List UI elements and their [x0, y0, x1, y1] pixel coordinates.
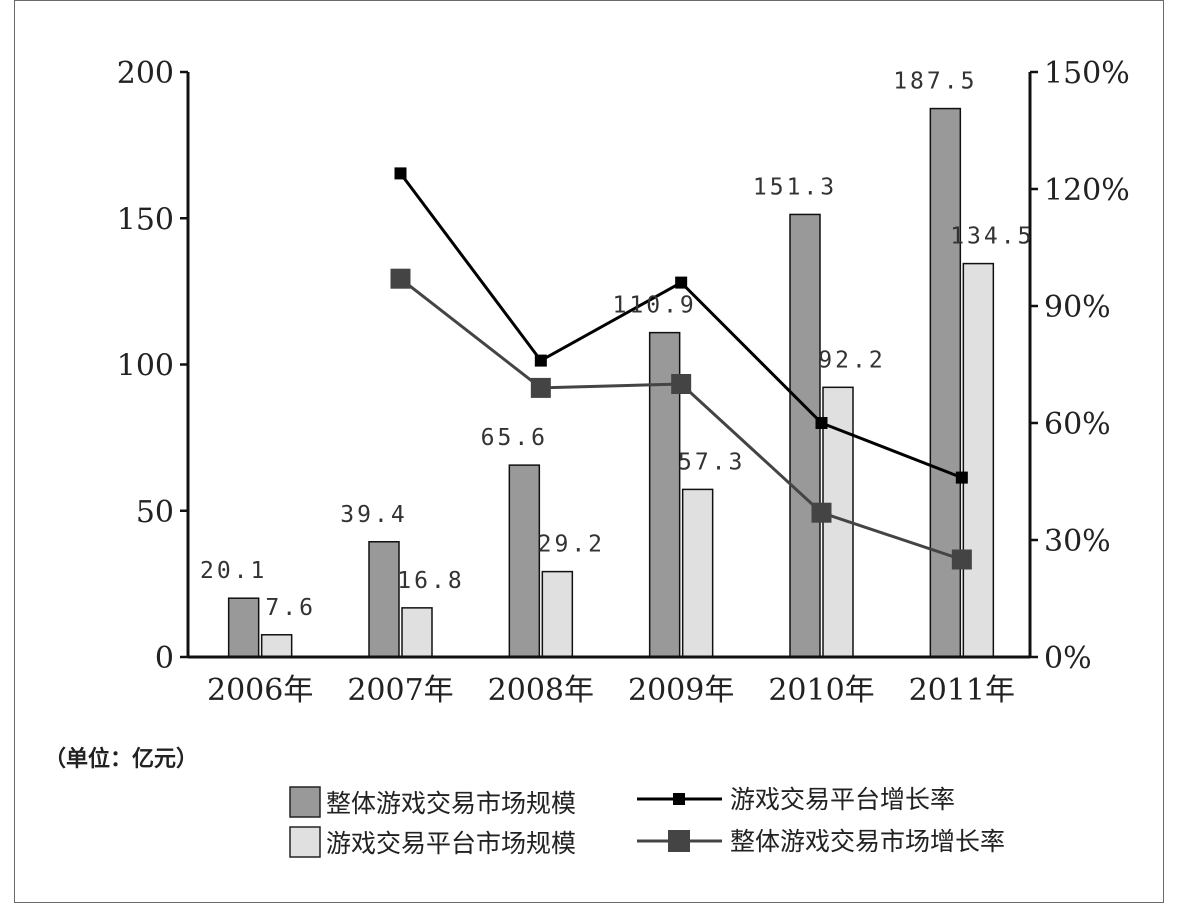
legend-marker-overall-growth — [668, 830, 690, 852]
line-marker-s1-4 — [951, 549, 972, 570]
bar-value-label-s0-0: 20.1 — [200, 558, 267, 584]
left-tick-label-1: 50 — [136, 495, 174, 530]
bar-s0-2 — [508, 464, 541, 658]
axes-layer: 0 50 100 150 200 0% 30% 60% 90% 120% 150% 2006年 2007… — [117, 56, 1130, 708]
bar-s1-1 — [401, 607, 433, 658]
legend-label-platform-size: 游戏交易平台市场规模 — [326, 829, 576, 858]
bar-value-label-s1-3: 57.3 — [678, 449, 745, 475]
right-tick-label-3: 90% — [1044, 290, 1111, 325]
bar-value-label-s1-0: 7.6 — [265, 595, 316, 621]
legend-label-overall-growth: 整体游戏交易市场增长率 — [730, 827, 1005, 856]
legend-marker-platform-growth — [673, 793, 685, 805]
bar-value-label-s0-5: 187.5 — [893, 69, 977, 95]
bar-s1-0 — [260, 634, 293, 658]
bar-value-label-s0-4: 151.3 — [753, 174, 837, 200]
bar-s0-0 — [227, 597, 260, 658]
line-series-1 — [399, 277, 963, 561]
right-tick-label-2: 60% — [1044, 407, 1111, 442]
bar-s0-5 — [929, 107, 962, 658]
legend-swatch-overall-size — [289, 786, 321, 818]
x-category-label-1: 2007年 — [347, 673, 453, 708]
x-category-label-0: 2006年 — [207, 673, 313, 708]
line-marker-s0-0 — [394, 167, 407, 180]
right-tick-label-4: 120% — [1044, 173, 1130, 208]
bar-s1-3 — [681, 488, 714, 658]
bar-value-label-s1-2: 29.2 — [538, 532, 605, 558]
line-marker-s1-2 — [671, 374, 692, 394]
bars-layer — [227, 107, 995, 658]
bar-value-label-s0-2: 65.6 — [481, 425, 548, 451]
x-category-label-3: 2009年 — [628, 673, 734, 708]
lines-layer — [390, 167, 972, 570]
right-tick-label-5: 150% — [1044, 56, 1130, 91]
left-tick-label-3: 150 — [117, 202, 174, 237]
left-tick-label-4: 200 — [117, 56, 174, 91]
legend-swatch-platform-size — [289, 826, 321, 858]
unit-label: （单位：亿元） — [44, 746, 198, 772]
line-marker-s1-1 — [530, 377, 551, 398]
bar-s0-1 — [368, 541, 400, 658]
bar-value-label-s1-1: 16.8 — [397, 568, 464, 594]
line-marker-s0-3 — [815, 417, 828, 429]
legend-label-overall-size: 整体游戏交易市场规模 — [326, 789, 576, 818]
x-category-label-4: 2010年 — [768, 673, 874, 708]
line-marker-s1-0 — [390, 268, 411, 289]
bar-value-label-s1-4: 92.2 — [818, 347, 885, 373]
left-tick-label-2: 100 — [117, 349, 174, 384]
legend: 整体游戏交易市场规模 游戏交易平台市场规模 游戏交易平台增长率 整体游戏交易市场… — [289, 785, 1005, 858]
bar-s0-4 — [789, 213, 821, 658]
right-tick-label-1: 30% — [1044, 524, 1111, 559]
labels-layer: 20.1 39.4 65.6 110.9 151.3 187.5 7.6 16.8 29.2 57… — [200, 69, 1034, 621]
bar-value-label-s0-1: 39.4 — [340, 502, 407, 528]
line-marker-s0-4 — [955, 471, 968, 484]
bar-s1-2 — [541, 570, 574, 658]
bar-value-label-s0-3: 110.9 — [613, 293, 697, 319]
left-tick-label-0: 0 — [155, 641, 174, 676]
bar-value-label-s1-5: 134.5 — [950, 224, 1034, 250]
bar-s1-5 — [962, 262, 995, 658]
line-marker-s0-1 — [534, 354, 547, 367]
legend-label-platform-growth: 游戏交易平台增长率 — [730, 785, 955, 814]
x-category-label-2: 2008年 — [488, 673, 594, 708]
line-marker-s0-2 — [675, 276, 688, 289]
line-marker-s1-3 — [811, 502, 832, 523]
right-tick-label-0: 0% — [1044, 641, 1092, 676]
x-category-label-5: 2011年 — [909, 673, 1015, 708]
